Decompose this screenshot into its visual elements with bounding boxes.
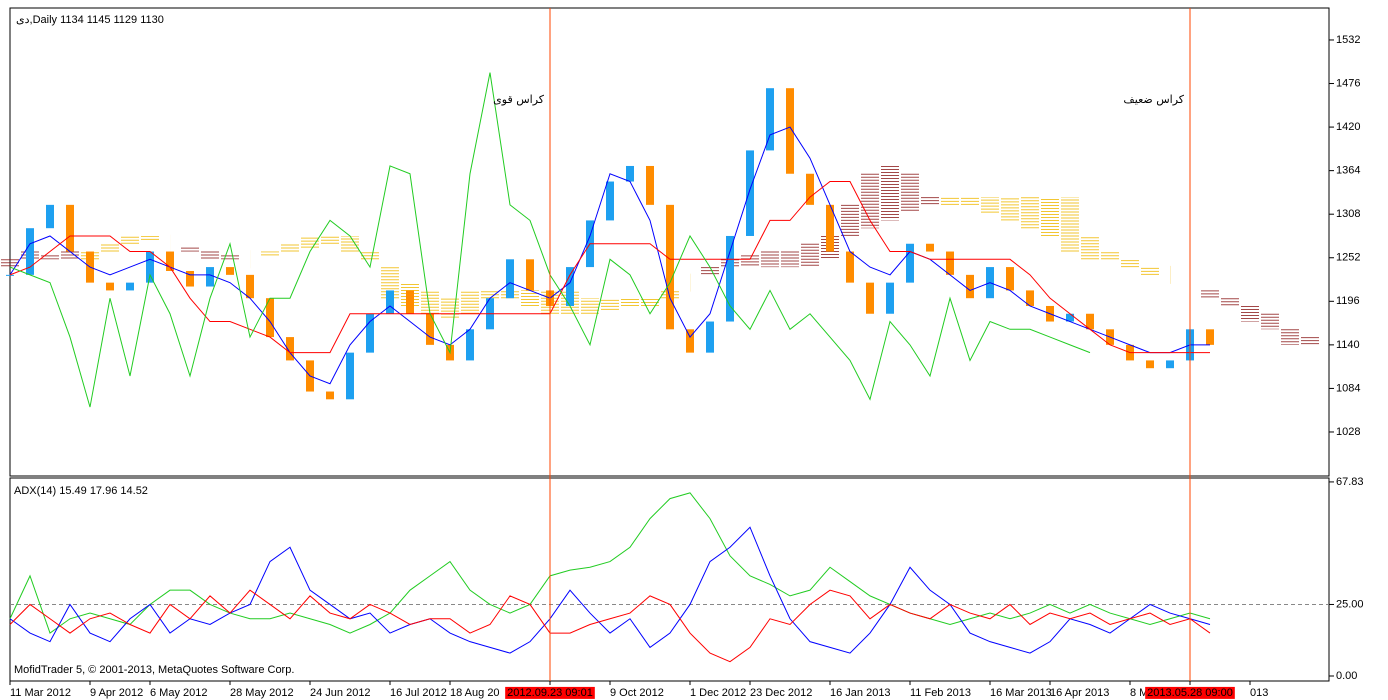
candle bbox=[26, 228, 34, 275]
adx-line bbox=[9, 589, 1211, 663]
candle bbox=[766, 88, 774, 151]
y-tick-label: 1084 bbox=[1336, 382, 1360, 394]
candle bbox=[286, 337, 294, 361]
x-tick-label: 16 Mar 2013 bbox=[990, 687, 1052, 699]
x-tick-label: 1 Dec 2012 bbox=[690, 687, 746, 699]
y-tick-label: 67.83 bbox=[1336, 476, 1364, 488]
y-tick-label: 1476 bbox=[1336, 77, 1360, 89]
x-tick-label: 11 Feb 2013 bbox=[910, 687, 971, 699]
candle bbox=[1086, 313, 1094, 330]
candle bbox=[366, 313, 374, 353]
candle bbox=[726, 235, 734, 322]
indicator-line bbox=[9, 181, 1210, 354]
candle bbox=[1026, 290, 1034, 306]
candle bbox=[946, 251, 954, 275]
adx-panel bbox=[9, 477, 1330, 682]
candle bbox=[746, 150, 754, 236]
y-tick-label: 0.00 bbox=[1336, 670, 1357, 682]
candle bbox=[666, 204, 674, 330]
candle bbox=[1206, 329, 1214, 345]
candle bbox=[386, 290, 394, 314]
x-tick-label-highlight: 2012.09.23 09:01 bbox=[507, 687, 593, 699]
y-tick-label: 1252 bbox=[1336, 252, 1360, 264]
x-tick-label: 24 Jun 2012 bbox=[310, 687, 371, 699]
candle bbox=[266, 298, 274, 338]
candle bbox=[1166, 360, 1174, 369]
candle bbox=[1006, 267, 1014, 291]
candle bbox=[886, 282, 894, 314]
candle bbox=[826, 204, 834, 252]
x-tick-label: 11 Mar 2012 bbox=[10, 687, 71, 699]
x-tick-label-highlight: 2013.05.28 09:00 bbox=[1147, 687, 1233, 699]
copyright: MofidTrader 5, © 2001-2013, MetaQuotes S… bbox=[14, 664, 294, 676]
candle bbox=[206, 267, 214, 287]
x-tick-label: 9 Apr 2012 bbox=[90, 687, 143, 699]
candle bbox=[66, 204, 74, 252]
candle bbox=[46, 204, 54, 229]
x-tick-label: 28 May 2012 bbox=[230, 687, 294, 699]
x-tick-label: 9 Oct 2012 bbox=[610, 687, 664, 699]
candle bbox=[426, 313, 434, 345]
candle bbox=[786, 88, 794, 174]
candle bbox=[146, 251, 154, 283]
candle bbox=[566, 267, 574, 306]
y-tick-label: 1364 bbox=[1336, 165, 1360, 177]
candle bbox=[126, 282, 134, 291]
y-tick-label: 1308 bbox=[1336, 208, 1360, 220]
x-tick-label: 8 M bbox=[1130, 687, 1148, 699]
x-tick-label: 23 Dec 2012 bbox=[750, 687, 812, 699]
y-tick-label: 1028 bbox=[1336, 426, 1360, 438]
candle bbox=[1146, 360, 1154, 369]
y-tick-label: 1420 bbox=[1336, 121, 1360, 133]
annotation: کراس ضعیف bbox=[1123, 93, 1184, 106]
candle bbox=[606, 181, 614, 221]
candle bbox=[626, 165, 634, 182]
candle bbox=[806, 173, 814, 205]
candle bbox=[866, 282, 874, 314]
candle bbox=[506, 259, 514, 299]
candle bbox=[6, 274, 14, 276]
candle bbox=[706, 321, 714, 353]
adx-line bbox=[9, 492, 1211, 634]
candle bbox=[966, 274, 974, 299]
x-tick-label: 6 May 2012 bbox=[150, 687, 207, 699]
candle bbox=[466, 329, 474, 361]
candle bbox=[526, 259, 534, 291]
x-tick-label: 16 Jul 2012 bbox=[390, 687, 447, 699]
candle bbox=[906, 243, 914, 283]
y-tick-label: 1196 bbox=[1336, 295, 1360, 307]
candle bbox=[246, 274, 254, 299]
candle bbox=[326, 391, 334, 400]
candle bbox=[1066, 313, 1074, 322]
candle bbox=[106, 282, 114, 291]
adx-line bbox=[9, 526, 1211, 654]
candle bbox=[346, 352, 354, 400]
y-tick-label: 1532 bbox=[1336, 34, 1360, 46]
x-tick-label: 16 Jan 2013 bbox=[830, 687, 891, 699]
indicator-line bbox=[9, 126, 1210, 385]
highlight-box bbox=[1145, 686, 1235, 699]
adx-title: ADX(14) 15.49 17.96 14.52 bbox=[14, 485, 148, 497]
candle bbox=[846, 251, 854, 283]
candle bbox=[926, 243, 934, 252]
x-tick-label: 18 Aug 20 bbox=[450, 687, 500, 699]
candle bbox=[186, 270, 194, 287]
candle bbox=[226, 267, 234, 275]
price-title: دی,Daily 1134 1145 1129 1130 bbox=[16, 14, 164, 26]
candle bbox=[646, 165, 654, 205]
x-tick-label: 013 bbox=[1250, 687, 1268, 699]
x-tick-label: 16 Apr 2013 bbox=[1050, 687, 1109, 699]
highlight-box bbox=[505, 686, 595, 699]
y-tick-label: 25.00 bbox=[1336, 598, 1364, 610]
candle bbox=[406, 290, 414, 314]
candle bbox=[686, 329, 694, 353]
y-tick-label: 1140 bbox=[1336, 339, 1360, 351]
candle bbox=[166, 251, 174, 271]
annotation: کراس قوی bbox=[493, 93, 545, 106]
